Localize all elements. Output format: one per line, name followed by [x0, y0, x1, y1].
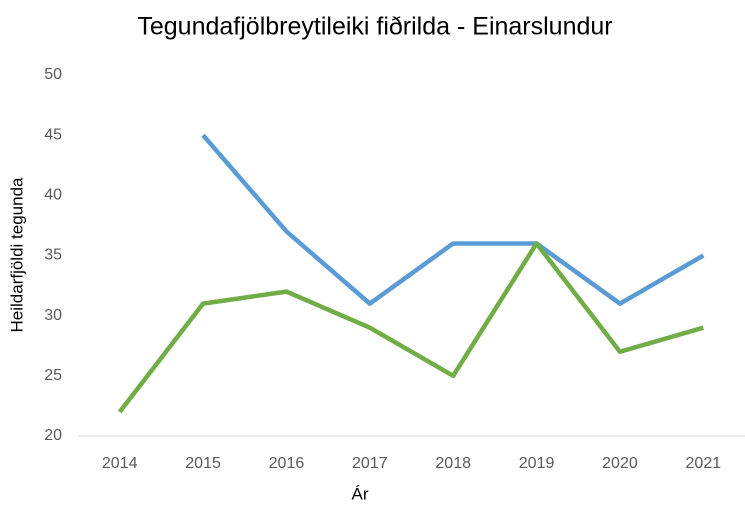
x-tick-label: 2018	[435, 455, 471, 472]
x-axis-label: Ár	[352, 484, 369, 503]
y-tick-label: 40	[44, 187, 62, 204]
chart-title: Tegundafjölbreytileiki fiðrilda - Einars…	[137, 13, 612, 41]
x-tick-label: 2017	[352, 455, 388, 472]
y-tick-label: 45	[44, 126, 62, 143]
y-tick-label: 20	[44, 427, 62, 444]
y-tick-label: 50	[44, 66, 62, 83]
y-tick-label: 25	[44, 367, 62, 384]
data-line	[201, 133, 705, 306]
x-tick-label: 2015	[185, 455, 221, 472]
x-tick-label: 2020	[602, 455, 638, 472]
data-line	[117, 241, 704, 414]
y-tick-label: 30	[44, 307, 62, 324]
x-tick-label: 2019	[519, 455, 555, 472]
x-tick-label: 2016	[269, 455, 305, 472]
y-tick-label: 35	[44, 247, 62, 264]
x-tick-label: 2014	[102, 455, 138, 472]
y-axis-label: Heildarfjöldi tegunda	[7, 177, 26, 333]
x-tick-label: 2021	[686, 455, 722, 472]
